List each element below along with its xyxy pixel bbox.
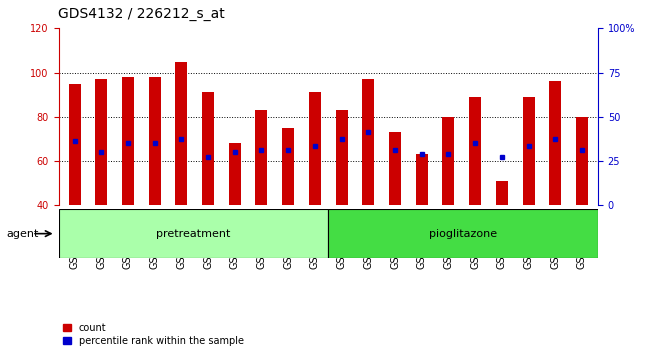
- Bar: [202, 92, 214, 205]
- Bar: [549, 81, 562, 205]
- Bar: [496, 181, 508, 205]
- Bar: [255, 110, 268, 205]
- Bar: [362, 79, 374, 205]
- Bar: [176, 62, 187, 205]
- Text: agent: agent: [6, 229, 39, 239]
- Bar: [523, 97, 534, 205]
- Bar: [328, 209, 598, 258]
- Bar: [95, 79, 107, 205]
- Bar: [389, 132, 401, 205]
- Text: GDS4132 / 226212_s_at: GDS4132 / 226212_s_at: [58, 7, 226, 21]
- Text: pioglitazone: pioglitazone: [429, 229, 497, 239]
- Text: pretreatment: pretreatment: [156, 229, 231, 239]
- Bar: [335, 110, 348, 205]
- Bar: [68, 84, 81, 205]
- Bar: [416, 154, 428, 205]
- Bar: [282, 128, 294, 205]
- Bar: [229, 143, 240, 205]
- Bar: [469, 97, 481, 205]
- Bar: [309, 92, 321, 205]
- Legend: count, percentile rank within the sample: count, percentile rank within the sample: [63, 323, 244, 346]
- Bar: [443, 117, 454, 205]
- Bar: [122, 77, 134, 205]
- Bar: [576, 117, 588, 205]
- Bar: [58, 209, 328, 258]
- Bar: [149, 77, 161, 205]
